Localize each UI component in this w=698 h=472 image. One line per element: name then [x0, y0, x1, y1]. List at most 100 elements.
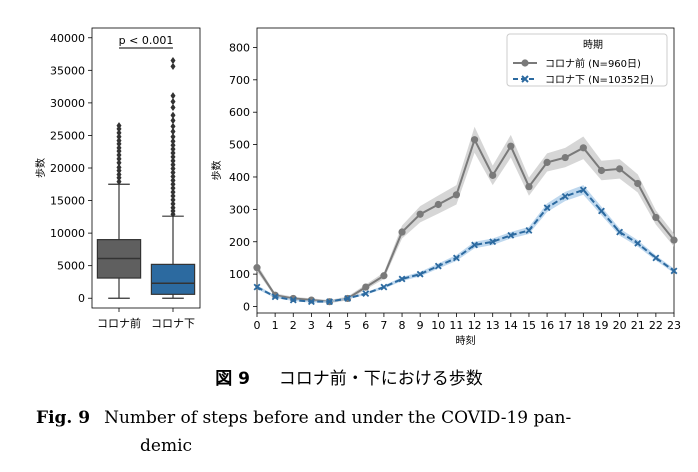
x-tick-label: 5: [344, 319, 351, 332]
x-axis-label: 時刻: [456, 334, 476, 347]
data-point: [452, 191, 461, 199]
x-tick-label: 1: [272, 319, 279, 332]
y-tick-label: 0: [243, 301, 250, 314]
y-tick-label: 100: [229, 268, 250, 281]
outlier-point: [170, 180, 176, 188]
x-tick-label: 2: [290, 319, 297, 332]
figure: 0500010000150002000025000300003500040000…: [34, 27, 681, 347]
data-point: [598, 207, 605, 215]
outlier-point: [170, 157, 176, 165]
data-point: [470, 136, 479, 144]
y-tick-label: 500: [229, 139, 250, 152]
data-point: [543, 204, 551, 212]
data-point: [579, 186, 587, 194]
y-axis-label: 歩数: [34, 158, 47, 178]
data-point: [579, 144, 587, 152]
outlier-point: [170, 188, 176, 196]
data-point: [398, 228, 406, 236]
data-point: [616, 228, 624, 236]
y-axis-label: 歩数: [210, 161, 223, 181]
legend-label: コロナ下 (N=10352日): [545, 74, 654, 86]
x-tick-label: 20: [613, 319, 627, 332]
data-point: [634, 179, 642, 188]
y-tick-label: 5000: [57, 260, 85, 273]
outlier-point: [170, 141, 176, 149]
caption-japanese: 図 9 コロナ前・下における歩数: [0, 364, 698, 389]
legend-box: [506, 33, 668, 87]
confidence-band: [257, 126, 674, 304]
y-tick-label: 25000: [50, 129, 85, 142]
data-point: [489, 171, 497, 179]
data-point: [525, 226, 533, 234]
outlier-point: [116, 155, 122, 163]
data-point: [652, 213, 660, 222]
outlier-point: [170, 176, 176, 184]
y-tick-label: 20000: [50, 162, 85, 175]
outlier-point: [116, 151, 122, 159]
outlier-point: [116, 144, 122, 152]
x-tick-label: 7: [380, 319, 387, 332]
outlier-point: [116, 122, 122, 130]
x-tick-label: 9: [417, 319, 424, 332]
data-point: [652, 254, 660, 262]
x-tick-label: コロナ前: [97, 316, 141, 330]
data-point: [507, 231, 515, 239]
outlier-point: [170, 122, 176, 130]
outlier-point: [170, 137, 176, 145]
x-tick-label: 8: [399, 319, 406, 332]
y-tick-label: 600: [229, 106, 250, 119]
caption-english: Fig. 9 Number of steps before and under t…: [36, 404, 676, 460]
x-tick-label: 3: [308, 319, 315, 332]
y-tick-label: 700: [229, 74, 250, 87]
caption-ja-text: コロナ前・下における歩数: [278, 369, 483, 389]
y-tick-label: 10000: [50, 227, 85, 240]
data-point: [380, 272, 388, 280]
outlier-point: [170, 111, 176, 119]
outlier-point: [170, 153, 176, 161]
data-point: [507, 142, 515, 150]
outlier-point: [116, 163, 122, 171]
outlier-point: [116, 137, 122, 145]
series-line: [256, 188, 675, 303]
x-tick-label: 18: [576, 319, 590, 332]
outlier-point: [170, 56, 176, 65]
caption-en-text-cont: demic: [140, 436, 193, 456]
outlier-point: [170, 204, 176, 212]
data-point: [471, 241, 479, 249]
caption-en-label: Fig. 9: [36, 408, 91, 428]
y-tick-label: 40000: [50, 32, 85, 45]
outlier-point: [170, 62, 176, 71]
outlier-point: [170, 127, 176, 136]
data-point: [670, 236, 678, 244]
y-tick-label: 0: [78, 292, 85, 305]
data-point: [380, 283, 388, 291]
y-tick-label: 30000: [50, 97, 85, 110]
data-point: [434, 200, 442, 209]
data-point: [398, 275, 406, 283]
legend-marker: [521, 59, 529, 67]
data-point: [271, 293, 279, 301]
data-point: [307, 298, 315, 306]
data-point: [597, 166, 606, 175]
x-tick-label: コロナ下: [151, 317, 195, 330]
outlier-point: [170, 97, 176, 106]
x-tick-label: 21: [631, 319, 645, 332]
y-tick-label: 15000: [50, 195, 85, 208]
x-tick-label: 11: [449, 319, 463, 332]
outlier-point: [170, 184, 176, 192]
y-tick-label: 800: [229, 41, 250, 54]
x-tick-label: 12: [468, 319, 482, 332]
x-tick-label: 10: [431, 319, 445, 332]
data-point: [362, 283, 370, 291]
data-point: [561, 153, 569, 162]
outlier-point: [116, 133, 122, 141]
x-tick-label: 16: [540, 319, 554, 332]
outlier-point: [170, 145, 176, 153]
x-tick-label: 17: [558, 319, 572, 332]
box-0: [96, 122, 142, 299]
legend-marker: [521, 75, 529, 83]
data-point: [489, 238, 497, 246]
x-tick-label: 13: [486, 319, 500, 332]
data-point: [525, 183, 533, 191]
